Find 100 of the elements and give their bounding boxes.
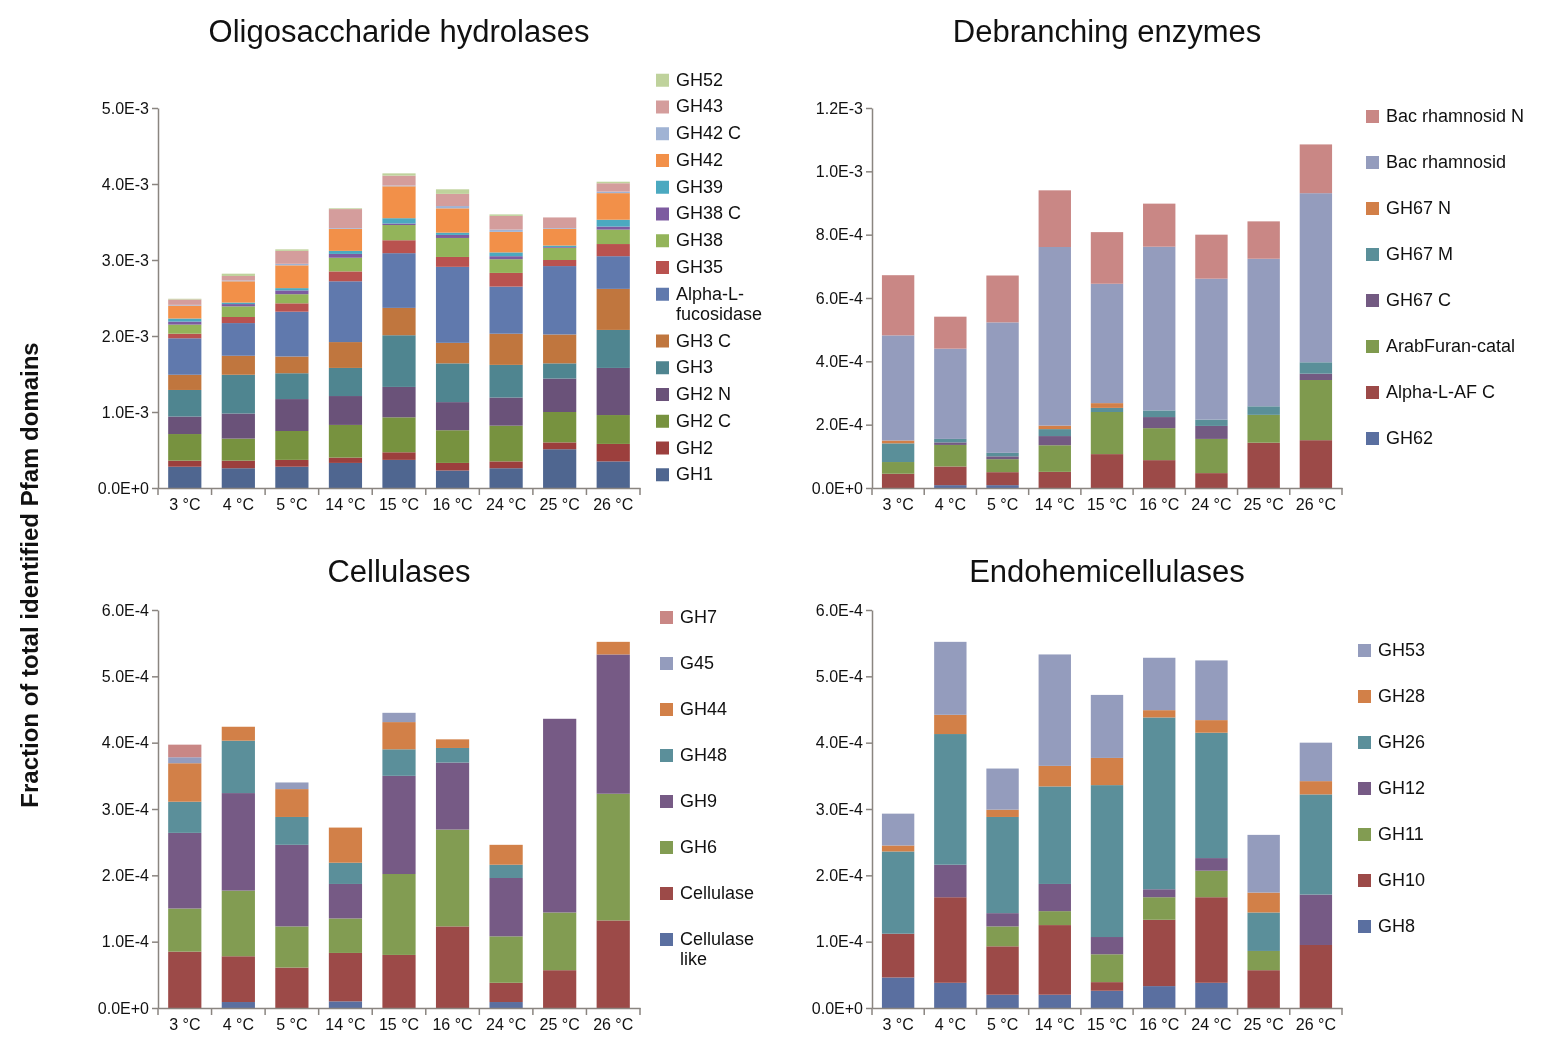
legend-label: GH44 (680, 698, 728, 719)
y-tick-label: 6.0E-4 (101, 601, 150, 619)
x-tick-label: 25 °C (539, 1016, 580, 1034)
y-tick-label: 0.0E+0 (97, 999, 150, 1017)
x-tick-label: 4 °C (934, 496, 966, 514)
legend-label: GH11 (1378, 823, 1424, 844)
y-tick-label: 4.0E-4 (101, 734, 150, 752)
legend-label: GH12 (1378, 777, 1426, 798)
y-tick-label: 2.0E-4 (815, 416, 864, 434)
legend-label: Cellulase (680, 882, 755, 903)
x-tick-label: 5 °C (986, 1016, 1019, 1034)
y-tick-label: 1.0E-4 (815, 933, 864, 951)
legend-label: GH42 (676, 149, 724, 170)
legend-label: Alpha-L-fucosidase (676, 283, 763, 324)
legend-label: GH42 C (676, 122, 742, 143)
x-tick-label: 15 °C (378, 1016, 420, 1034)
legend-label: G45 (680, 652, 715, 673)
x-tick-label: 26 °C (1295, 1016, 1336, 1034)
y-tick-label: 8.0E-4 (815, 226, 864, 244)
legend-label: GH53 (1378, 639, 1426, 660)
y-tick-label: 4.0E-3 (101, 175, 150, 193)
x-tick-label: 14 °C (1034, 1016, 1075, 1034)
chart-title: Endohemicellulases (969, 554, 1245, 589)
legend-label: GH39 (676, 176, 724, 197)
x-tick-label: 25 °C (539, 496, 580, 514)
y-tick-label: 1.0E-4 (101, 933, 150, 951)
x-tick-label: 14 °C (325, 496, 366, 514)
y-tick-label: 6.0E-4 (815, 601, 864, 619)
y-tick-label: 4.0E-4 (815, 734, 864, 752)
y-tick-label: 6.0E-4 (815, 289, 864, 307)
x-tick-label: 26 °C (1295, 496, 1336, 514)
x-tick-label: 24 °C (1191, 496, 1232, 514)
legend-label: GH52 (676, 69, 724, 90)
legend-label: GH2 (676, 437, 714, 458)
x-tick-label: 15 °C (1086, 496, 1128, 514)
y-tick-label: 3.0E-4 (101, 800, 150, 818)
x-tick-label: 16 °C (432, 1016, 473, 1034)
x-tick-label: 5 °C (276, 496, 308, 514)
y-tick-label: 2.0E-4 (815, 866, 864, 884)
y-tick-label: 1.2E-3 (815, 99, 864, 117)
chart-title: Oligosaccharide hydrolases (208, 14, 590, 49)
y-tick-label: 2.0E-4 (101, 866, 150, 884)
y-tick-label: 3.0E-3 (101, 251, 150, 269)
x-tick-label: 16 °C (1139, 1016, 1180, 1034)
legend-label: GH10 (1378, 869, 1426, 890)
y-tick-label: 4.0E-4 (815, 352, 864, 370)
legend-label: Alpha-L-AF C (1386, 381, 1496, 402)
legend-label: GH28 (1378, 685, 1426, 706)
legend-label: GH35 (676, 256, 724, 277)
legend-label: GH2 N (676, 383, 732, 404)
x-tick-label: 4 °C (222, 496, 254, 514)
x-tick-label: 4 °C (934, 1016, 966, 1034)
x-tick-label: 3 °C (882, 1016, 914, 1034)
chart-title: Cellulases (327, 554, 471, 589)
legend-label: GH43 (676, 96, 724, 117)
x-tick-label: 26 °C (593, 1016, 634, 1034)
legend-label: ArabFuran-catal (1386, 335, 1516, 356)
x-tick-label: 16 °C (1139, 496, 1180, 514)
legend-label: GH48 (680, 744, 728, 765)
y-tick-label: 3.0E-4 (815, 800, 864, 818)
x-tick-label: 16 °C (432, 496, 473, 514)
x-tick-label: 15 °C (378, 496, 420, 514)
x-tick-label: 5 °C (276, 1016, 308, 1034)
legend-label: GH7 (680, 606, 718, 627)
x-tick-label: 14 °C (325, 1016, 366, 1034)
x-tick-label: 3 °C (169, 1016, 201, 1034)
legend-label: GH1 (676, 464, 714, 485)
x-tick-label: 14 °C (1034, 496, 1075, 514)
x-tick-label: 25 °C (1243, 496, 1284, 514)
y-axis-title: Fraction of total identified Pfam domains (16, 342, 43, 808)
legend-label: Cellulase like (680, 928, 755, 969)
y-tick-label: 5.0E-4 (101, 667, 150, 685)
y-tick-label: 5.0E-4 (815, 667, 864, 685)
y-tick-label: 0.0E+0 (97, 479, 150, 497)
y-tick-label: 5.0E-3 (101, 99, 150, 117)
x-tick-label: 24 °C (1191, 1016, 1232, 1034)
legend-label: GH67 C (1386, 289, 1452, 310)
legend-label: GH38 C (676, 203, 742, 224)
legend-label: GH62 (1386, 427, 1434, 448)
x-tick-label: 4 °C (222, 1016, 254, 1034)
legend-label: Bac rhamnosid (1386, 151, 1507, 172)
x-tick-label: 3 °C (882, 496, 914, 514)
y-tick-label: 1.0E-3 (815, 162, 864, 180)
legend-label: GH67 M (1386, 243, 1454, 264)
y-tick-label: 2.0E-3 (101, 327, 150, 345)
y-tick-label: 0.0E+0 (811, 999, 864, 1017)
x-tick-label: 15 °C (1086, 1016, 1128, 1034)
x-tick-label: 5 °C (986, 496, 1019, 514)
chart-title: Debranching enzymes (952, 14, 1262, 49)
legend-label: GH6 (680, 836, 718, 857)
x-tick-label: 26 °C (593, 496, 634, 514)
legend-label: GH3 C (676, 330, 732, 351)
legend-label: GH9 (680, 790, 718, 811)
legend-label: GH67 N (1386, 197, 1452, 218)
x-tick-label: 24 °C (486, 496, 527, 514)
x-tick-label: 25 °C (1243, 1016, 1284, 1034)
x-tick-label: 3 °C (169, 496, 201, 514)
legend-label: GH38 (676, 230, 724, 250)
legend-label: Bac rhamnosid N (1386, 105, 1525, 126)
y-tick-label: 0.0E+0 (811, 479, 864, 497)
